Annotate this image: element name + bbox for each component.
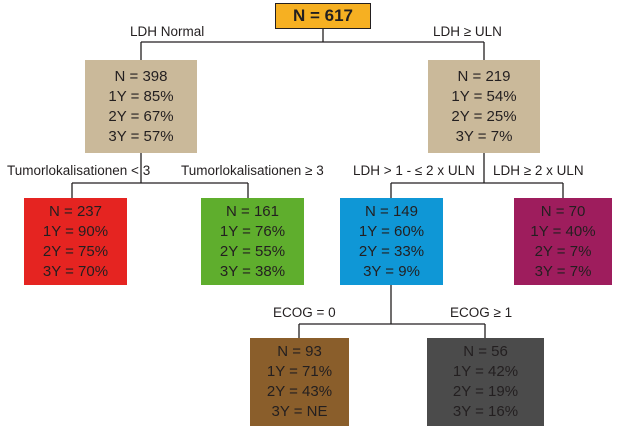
survival-2y: 2Y = 33% xyxy=(358,242,425,260)
survival-3y: 3Y = 7% xyxy=(455,127,513,145)
node-count: N = 161 xyxy=(226,202,279,220)
survival-1y: 1Y = 54% xyxy=(451,87,517,105)
node-count: N = 70 xyxy=(540,202,586,220)
node-ecog-ge1: N = 56 1Y = 42% 2Y = 19% 3Y = 16% xyxy=(427,338,544,426)
survival-2y: 2Y = 67% xyxy=(108,107,174,125)
node-tumor-ge3: N = 161 1Y = 76% 2Y = 55% 3Y = 38% xyxy=(201,198,304,285)
survival-2y: 2Y = 19% xyxy=(452,383,519,400)
node-count: N = 398 xyxy=(114,67,168,85)
survival-1y: 1Y = 76% xyxy=(219,222,286,240)
survival-2y: 2Y = 25% xyxy=(451,107,517,125)
survival-1y: 1Y = 90% xyxy=(42,222,109,240)
survival-3y: 3Y = 70% xyxy=(42,262,109,280)
survival-1y: 1Y = 85% xyxy=(108,87,174,105)
node-count: N = 219 xyxy=(457,67,511,85)
node-ldh-high: N = 219 1Y = 54% 2Y = 25% 3Y = 7% xyxy=(428,60,540,153)
survival-1y: 1Y = 60% xyxy=(358,222,425,240)
node-count: N = 56 xyxy=(463,343,508,360)
branch-label-ldh-uln: LDH ≥ ULN xyxy=(433,24,502,39)
node-ecog0: N = 93 1Y = 71% 2Y = 43% 3Y = NE xyxy=(250,338,349,426)
node-tumor-lt3: N = 237 1Y = 90% 2Y = 75% 3Y = 70% xyxy=(24,198,127,285)
survival-2y: 2Y = 43% xyxy=(266,383,333,400)
survival-3y: 3Y = 7% xyxy=(534,262,592,280)
survival-2y: 2Y = 55% xyxy=(219,242,286,260)
branch-label-ecog0: ECOG = 0 xyxy=(273,305,336,320)
node-count: N = 149 xyxy=(365,202,418,220)
survival-3y: 3Y = 16% xyxy=(452,403,519,420)
root-node-total: N = 617 xyxy=(292,6,353,25)
branch-label-ldh-1-2: LDH > 1 - ≤ 2 x ULN xyxy=(353,163,475,178)
node-count: N = 237 xyxy=(49,202,102,220)
survival-3y: 3Y = 38% xyxy=(219,262,286,280)
node-ldh-normal: N = 398 1Y = 85% 2Y = 67% 3Y = 57% xyxy=(85,60,197,153)
survival-1y: 1Y = 71% xyxy=(266,363,333,380)
survival-3y: 3Y = 9% xyxy=(363,262,420,280)
branch-label-ldh-normal: LDH Normal xyxy=(130,24,205,39)
survival-3y: 3Y = NE xyxy=(271,403,328,420)
root-node: N = 617 xyxy=(275,3,371,29)
branch-label-ecog-ge1: ECOG ≥ 1 xyxy=(450,305,513,320)
node-ldh-1-2: N = 149 1Y = 60% 2Y = 33% 3Y = 9% xyxy=(340,198,443,285)
node-ldh-ge2: N = 70 1Y = 40% 2Y = 7% 3Y = 7% xyxy=(514,198,612,285)
branch-label-tumor-ge3: Tumorlokalisationen ≥ 3 xyxy=(181,163,324,178)
node-count: N = 93 xyxy=(277,343,322,360)
survival-1y: 1Y = 40% xyxy=(530,222,596,240)
survival-3y: 3Y = 57% xyxy=(108,127,174,145)
survival-2y: 2Y = 7% xyxy=(534,242,592,260)
branch-label-ldh-ge2: LDH ≥ 2 x ULN xyxy=(493,163,584,178)
branch-label-tumor-lt3: Tumorlokalisationen < 3 xyxy=(7,163,151,178)
survival-1y: 1Y = 42% xyxy=(452,363,519,380)
survival-2y: 2Y = 75% xyxy=(42,242,109,260)
